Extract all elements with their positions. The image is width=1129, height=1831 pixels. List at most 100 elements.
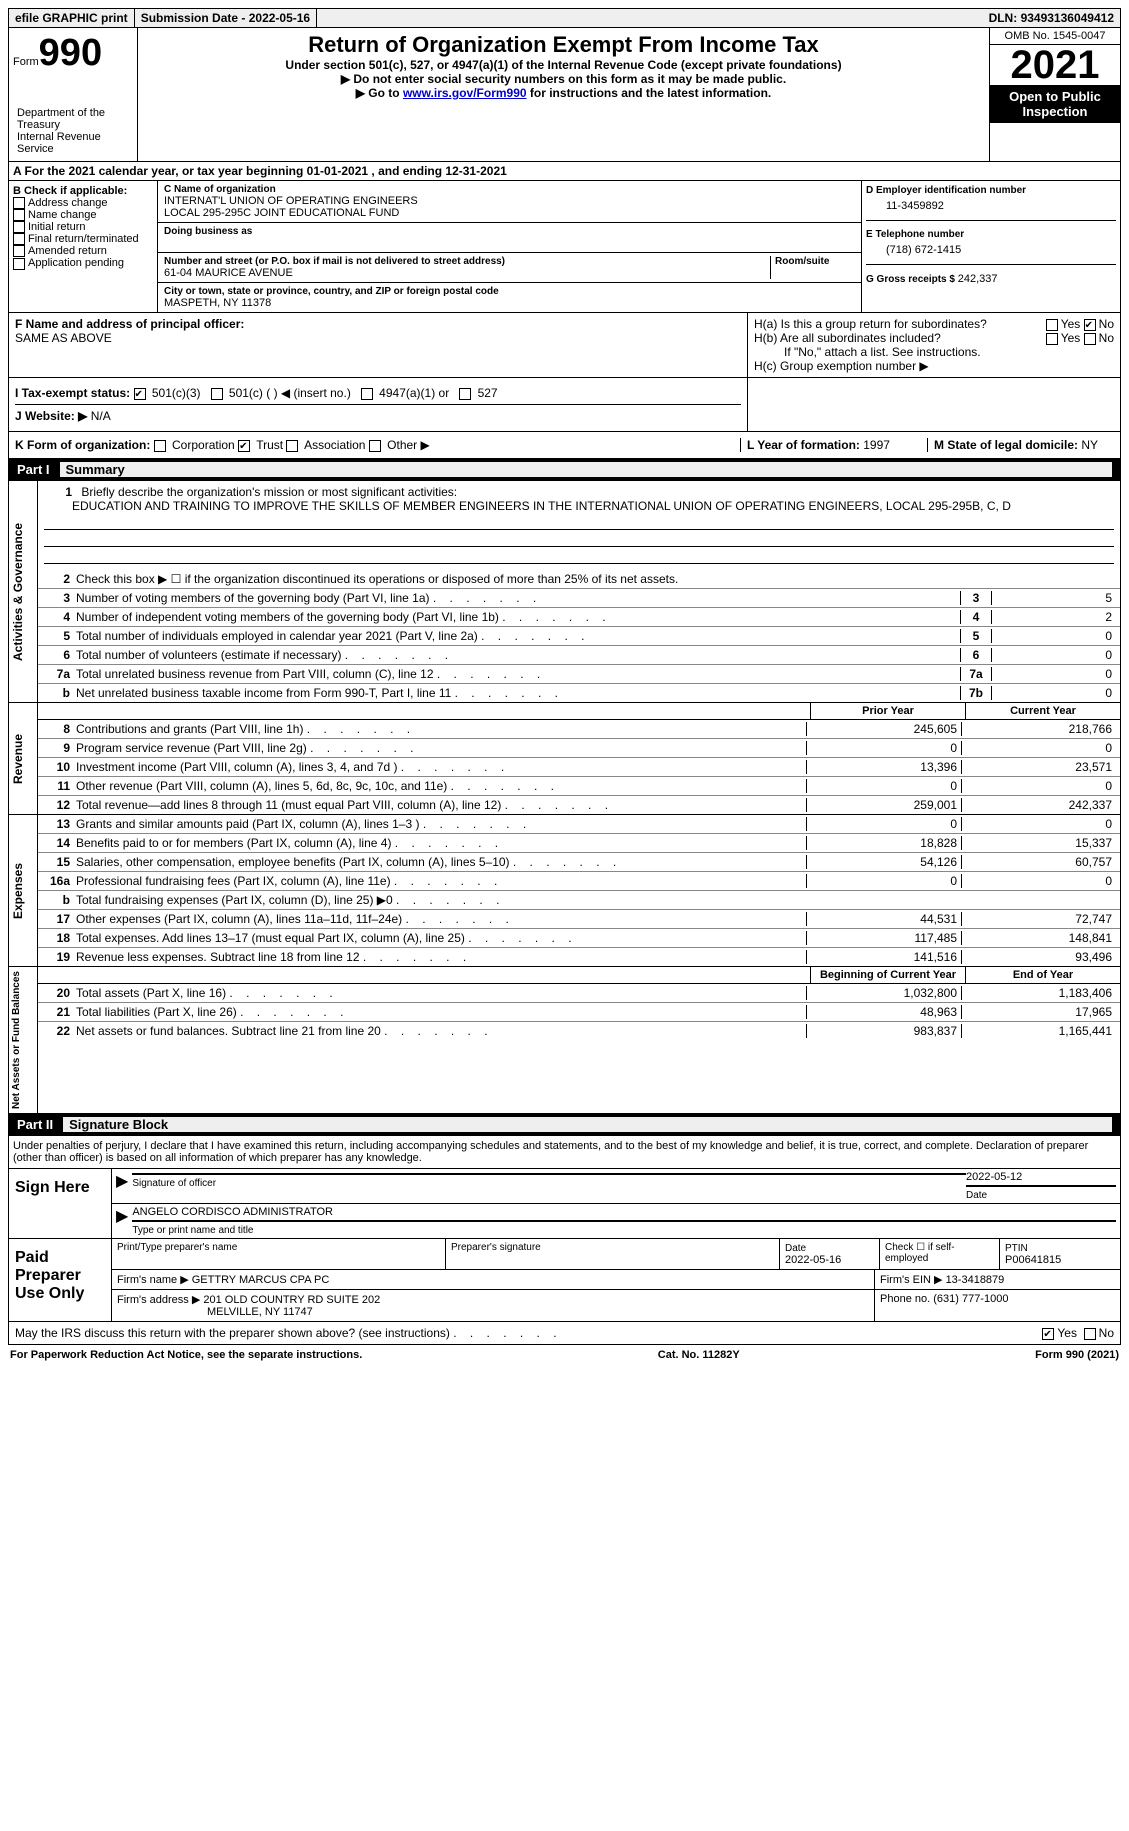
dept: Department of the Treasury Internal Reve…: [13, 105, 133, 157]
declaration: Under penalties of perjury, I declare th…: [8, 1136, 1121, 1169]
checkbox-icon[interactable]: [1084, 1328, 1096, 1340]
paid-preparer: Paid Preparer Use Only Print/Type prepar…: [8, 1239, 1121, 1322]
firm-addr1: 201 OLD COUNTRY RD SUITE 202: [203, 1294, 380, 1306]
checkbox-icon[interactable]: [1042, 1328, 1054, 1340]
form-word: Form: [13, 56, 39, 68]
mission-text: EDUCATION AND TRAINING TO IMPROVE THE SK…: [44, 499, 1114, 513]
org-name-1: INTERNAT'L UNION OF OPERATING ENGINEERS: [164, 195, 855, 207]
ein: 11-3459892: [866, 196, 1116, 212]
ptin: P00641815: [1005, 1254, 1061, 1266]
summary-line: bTotal fundraising expenses (Part IX, co…: [38, 891, 1120, 910]
phone: (718) 672-1415: [866, 240, 1116, 256]
checkbox-icon[interactable]: [134, 388, 146, 400]
expenses-section: Expenses 13Grants and similar amounts pa…: [8, 815, 1121, 967]
col-b: B Check if applicable: Address change Na…: [9, 181, 158, 312]
sign-here: Sign Here ▶ Signature of officer 2022-05…: [8, 1169, 1121, 1239]
checkbox-icon[interactable]: [1084, 319, 1096, 331]
state-domicile: NY: [1081, 438, 1098, 452]
summary-line: 17Other expenses (Part IX, column (A), l…: [38, 910, 1120, 929]
tax-year: 2021: [990, 45, 1120, 85]
current-year-header: Current Year: [965, 703, 1120, 719]
checkbox-icon[interactable]: [1046, 319, 1058, 331]
checkbox-icon[interactable]: [459, 388, 471, 400]
open-public: Open to Public Inspection: [990, 85, 1120, 123]
form-title: Return of Organization Exempt From Incom…: [142, 32, 985, 58]
side-label-rev: Revenue: [9, 703, 38, 814]
summary-line: 6Total number of volunteers (estimate if…: [38, 646, 1120, 665]
prior-year-header: Prior Year: [810, 703, 965, 719]
checkbox-icon[interactable]: [13, 258, 25, 270]
section-fh: F Name and address of principal officer:…: [8, 313, 1121, 378]
side-label-exp: Expenses: [9, 815, 38, 966]
summary-line: 13Grants and similar amounts paid (Part …: [38, 815, 1120, 834]
city: MASPETH, NY 11378: [164, 297, 855, 309]
discuss-row: May the IRS discuss this return with the…: [8, 1322, 1121, 1345]
checkbox-icon[interactable]: [154, 440, 166, 452]
arrow-icon: ▶: [116, 1171, 128, 1201]
checkbox-icon[interactable]: [361, 388, 373, 400]
firm-phone: (631) 777-1000: [933, 1293, 1008, 1305]
summary-line: 12Total revenue—add lines 8 through 11 (…: [38, 796, 1120, 814]
checkbox-icon[interactable]: [369, 440, 381, 452]
sign-date: 2022-05-12: [966, 1171, 1116, 1183]
summary-line: 2Check this box ▶ ☐ if the organization …: [38, 570, 1120, 589]
checkbox-icon[interactable]: [238, 440, 250, 452]
address: 61-04 MAURICE AVENUE: [164, 267, 766, 279]
form-note2: ▶ Go to www.irs.gov/Form990 for instruct…: [142, 86, 985, 100]
checkbox-icon[interactable]: [13, 245, 25, 257]
gross-receipts: 242,337: [958, 273, 998, 285]
net-assets-section: Net Assets or Fund Balances Beginning of…: [8, 967, 1121, 1114]
summary-line: 5Total number of individuals employed in…: [38, 627, 1120, 646]
summary-line: 20Total assets (Part X, line 16)1,032,80…: [38, 984, 1120, 1003]
firm-ein: 13-3418879: [946, 1274, 1005, 1286]
summary-line: 18Total expenses. Add lines 13–17 (must …: [38, 929, 1120, 948]
checkbox-icon[interactable]: [211, 388, 223, 400]
checkbox-icon[interactable]: [1084, 333, 1096, 345]
form-number: 990: [39, 32, 102, 74]
checkbox-icon[interactable]: [286, 440, 298, 452]
summary-line: 16aProfessional fundraising fees (Part I…: [38, 872, 1120, 891]
row-a: A For the 2021 calendar year, or tax yea…: [8, 162, 1121, 181]
arrow-icon: ▶: [116, 1206, 128, 1236]
summary-line: 3Number of voting members of the governi…: [38, 589, 1120, 608]
footer-mid: Cat. No. 11282Y: [658, 1349, 740, 1361]
end-year-header: End of Year: [965, 967, 1120, 983]
summary-line: 8Contributions and grants (Part VIII, li…: [38, 720, 1120, 739]
side-label-ag: Activities & Governance: [9, 481, 38, 702]
website: N/A: [91, 409, 111, 423]
topbar: efile GRAPHIC print Submission Date - 20…: [8, 8, 1121, 28]
efile-label[interactable]: efile GRAPHIC print: [9, 9, 135, 27]
form-header: Form990 Department of the Treasury Inter…: [8, 28, 1121, 162]
summary-line: bNet unrelated business taxable income f…: [38, 684, 1120, 702]
checkbox-icon[interactable]: [13, 233, 25, 245]
dln: DLN: 93493136049412: [983, 9, 1120, 27]
section-bcd: B Check if applicable: Address change Na…: [8, 181, 1121, 313]
checkbox-icon[interactable]: [1046, 333, 1058, 345]
checkbox-icon[interactable]: [13, 221, 25, 233]
submission-date: Submission Date - 2022-05-16: [135, 9, 317, 27]
part1-header: Part I Summary: [8, 459, 1121, 481]
checkbox-icon[interactable]: [13, 197, 25, 209]
summary-line: 14Benefits paid to or for members (Part …: [38, 834, 1120, 853]
form-subtitle: Under section 501(c), 527, or 4947(a)(1)…: [142, 58, 985, 72]
summary-line: 9Program service revenue (Part VIII, lin…: [38, 739, 1120, 758]
begin-year-header: Beginning of Current Year: [810, 967, 965, 983]
col-d: D Employer identification number 11-3459…: [862, 181, 1120, 312]
summary-line: 4Number of independent voting members of…: [38, 608, 1120, 627]
revenue-section: Revenue Prior Year Current Year 8Contrib…: [8, 703, 1121, 815]
col-c: C Name of organization INTERNAT'L UNION …: [158, 181, 862, 312]
footer-right: Form 990 (2021): [1035, 1349, 1119, 1361]
checkbox-icon[interactable]: [13, 209, 25, 221]
b-header: B Check if applicable:: [13, 185, 153, 197]
side-label-net: Net Assets or Fund Balances: [9, 967, 38, 1113]
footer: For Paperwork Reduction Act Notice, see …: [8, 1345, 1121, 1365]
footer-left: For Paperwork Reduction Act Notice, see …: [10, 1349, 362, 1361]
officer-name: ANGELO CORDISCO ADMINISTRATOR: [132, 1206, 1116, 1218]
row-k: K Form of organization: Corporation Trus…: [8, 432, 1121, 459]
summary-line: 22Net assets or fund balances. Subtract …: [38, 1022, 1120, 1040]
activities-governance: Activities & Governance 1 Briefly descri…: [8, 481, 1121, 703]
irs-link[interactable]: www.irs.gov/Form990: [403, 86, 527, 100]
year-formation: 1997: [863, 438, 890, 452]
summary-line: 21Total liabilities (Part X, line 26)48,…: [38, 1003, 1120, 1022]
form-note1: ▶ Do not enter social security numbers o…: [142, 72, 985, 86]
